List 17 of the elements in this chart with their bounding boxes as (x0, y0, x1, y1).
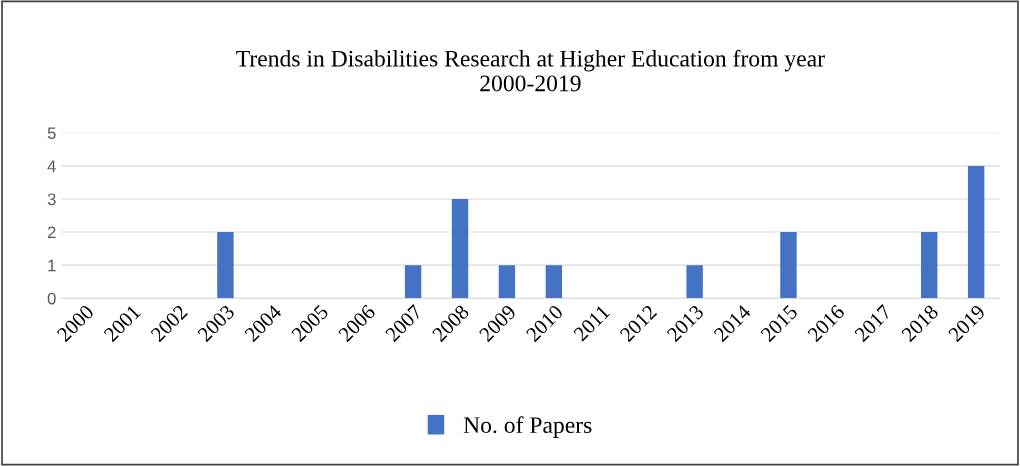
y-tick-label: 3 (47, 193, 56, 206)
chart-title: Trends in Disabilities Research at Higher Education from year 2000-2019 (236, 49, 825, 92)
bar (404, 265, 422, 299)
bar (780, 232, 797, 299)
y-tick-label: 2 (47, 226, 56, 239)
bar (686, 265, 703, 299)
bar (967, 165, 985, 299)
y-tick-label: 5 (47, 127, 56, 140)
y-tick-label: 4 (47, 160, 56, 172)
bar (545, 265, 563, 299)
bar (498, 265, 516, 299)
bar (451, 198, 469, 299)
y-tick-label: 1 (48, 259, 56, 272)
bar (921, 232, 938, 299)
y-tick-label: 0 (47, 292, 56, 305)
bar (217, 232, 234, 299)
legend-label: No. of Papers (463, 416, 592, 438)
